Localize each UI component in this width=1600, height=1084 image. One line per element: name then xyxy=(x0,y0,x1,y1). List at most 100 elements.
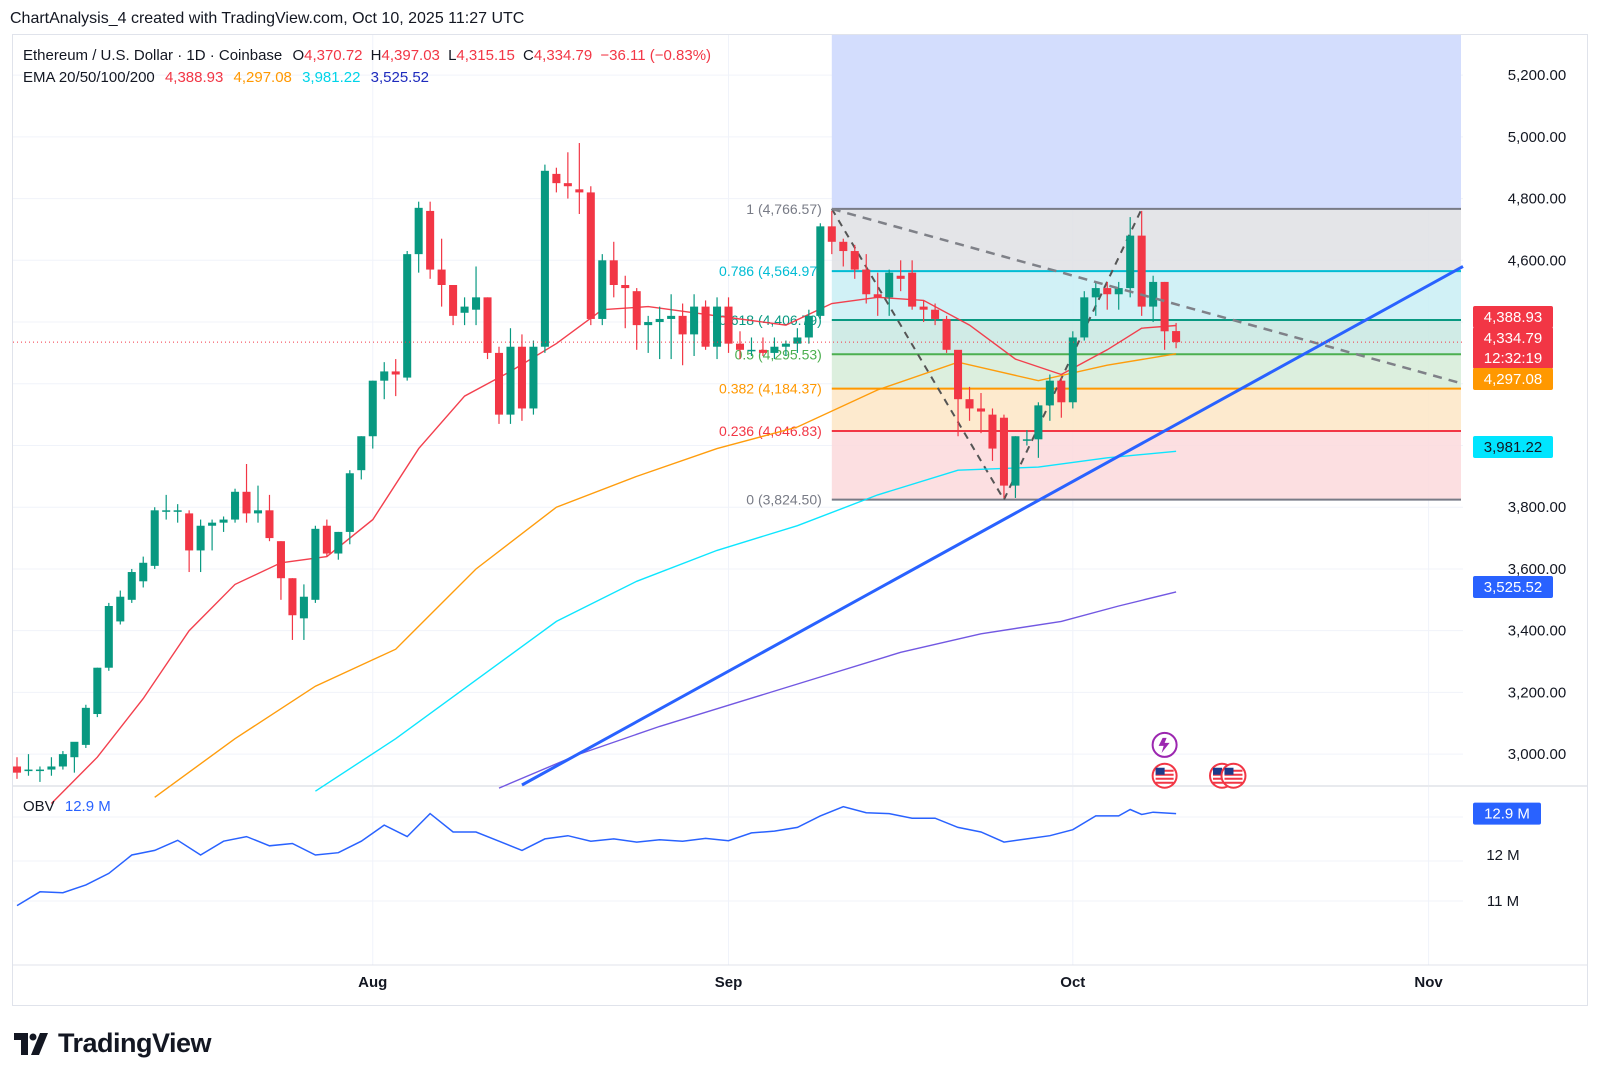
ema200-line xyxy=(498,591,1177,789)
candle-body xyxy=(1045,380,1054,406)
candle-body xyxy=(1126,235,1135,289)
candle-body xyxy=(380,371,389,381)
chart-credit: ChartAnalysis_4 created with TradingView… xyxy=(10,10,525,27)
obv-pane: 12 M 11 M 12.9 M xyxy=(16,802,1541,910)
candle-body xyxy=(35,769,44,772)
price-badge-label: 4,297.08 xyxy=(1484,371,1542,388)
candle-body xyxy=(827,226,836,242)
time-axis-label: Oct xyxy=(1060,974,1085,991)
tradingview-brand[interactable]: TradingView xyxy=(14,1028,212,1059)
candle-body xyxy=(1160,281,1169,332)
candle-body xyxy=(104,605,113,668)
price-tick-label: 3,200.00 xyxy=(1508,684,1566,701)
price-chart[interactable]: 1 (4,766.57) 0.786 (4,564.97) 0.618 (4,406… xyxy=(13,35,1587,1005)
candle-body xyxy=(954,349,963,400)
tradingview-logo-icon xyxy=(14,1032,48,1055)
open-value: 4,370.72 xyxy=(304,47,363,64)
candle-body xyxy=(586,192,595,319)
candle-body xyxy=(701,306,710,347)
candle-body xyxy=(885,272,894,298)
candle-body xyxy=(1080,297,1089,338)
candle-body xyxy=(139,562,148,582)
candle-body xyxy=(724,306,733,344)
candle-body xyxy=(403,254,412,378)
candle-body xyxy=(517,346,526,409)
resistance-downtrend-line xyxy=(831,207,1464,385)
price-badge-label: 4,388.93 xyxy=(1484,309,1542,326)
close-label: C xyxy=(522,47,534,64)
candle-body xyxy=(598,260,607,319)
event-markers xyxy=(1151,731,1247,789)
obv-badge-label: 12.9 M xyxy=(1484,806,1530,823)
candle-body xyxy=(70,741,79,758)
ema50-line xyxy=(154,353,1177,798)
candle-body xyxy=(299,596,308,619)
ema20-value: 4,388.93 xyxy=(164,69,224,86)
change-value: −36.11 (−0.83%) xyxy=(600,47,712,64)
obv-legend[interactable]: OBV 12.9 M xyxy=(23,798,111,815)
price-badge-label: 4,334.79 xyxy=(1484,330,1542,347)
fibonacci-retracement: 1 (4,766.57) 0.786 (4,564.97) 0.618 (4,406… xyxy=(719,35,1461,508)
price-tick-label: 5,200.00 xyxy=(1508,67,1566,84)
symbol-title[interactable]: Ethereum / U.S. Dollar · 1D · Coinbase xyxy=(23,47,283,64)
obv-label[interactable]: OBV xyxy=(23,798,55,815)
price-tick-label: 3,800.00 xyxy=(1508,499,1566,516)
candle-body xyxy=(311,528,320,600)
fib-level-label: 0.236 (4,046.83) xyxy=(719,423,822,439)
fib-level-label: 0.382 (4,184.37) xyxy=(719,381,822,397)
candle-body xyxy=(1137,235,1146,307)
candle-body xyxy=(713,306,722,347)
candle-body xyxy=(690,306,699,335)
candle-body xyxy=(483,297,492,353)
candle-body xyxy=(1068,337,1077,403)
candle-body xyxy=(747,349,756,352)
candle-body xyxy=(127,572,136,600)
candle-body xyxy=(460,306,469,313)
price-tick-label: 4,600.00 xyxy=(1508,252,1566,269)
candle-body xyxy=(150,510,159,566)
open-label: O xyxy=(292,47,305,64)
candle-body xyxy=(793,337,802,344)
close-value: 4,334.79 xyxy=(533,47,593,64)
candle-body xyxy=(816,226,825,316)
candle-body xyxy=(368,380,377,437)
chart-frame[interactable]: 1 (4,766.57) 0.786 (4,564.97) 0.618 (4,406… xyxy=(12,34,1588,1006)
candle-body xyxy=(506,346,515,415)
candle-body xyxy=(185,513,194,551)
candle-body xyxy=(1034,405,1043,440)
candle-body xyxy=(862,269,871,295)
high-value: 4,397.03 xyxy=(381,47,440,64)
candle-body xyxy=(357,436,366,471)
candle-body xyxy=(1172,331,1181,343)
price-tick-label: 3,600.00 xyxy=(1508,561,1566,578)
indicator-lines xyxy=(50,296,1177,804)
low-value: 4,315.15 xyxy=(456,47,515,64)
candle-body xyxy=(162,510,171,512)
flag-canton xyxy=(1224,767,1234,775)
symbol-legend[interactable]: Ethereum / U.S. Dollar · 1D · Coinbase O… xyxy=(23,47,711,64)
price-badge-bg xyxy=(1473,576,1553,598)
candle-body xyxy=(976,408,986,412)
ema-legend[interactable]: EMA 20/50/100/200 4,388.93 4,297.08 3,98… xyxy=(23,69,429,86)
candle-body xyxy=(908,272,917,307)
fib-zone xyxy=(831,208,1461,272)
candle-body xyxy=(540,170,549,347)
candle-body xyxy=(873,294,882,298)
candle-body xyxy=(644,322,653,326)
candle-body xyxy=(563,183,572,187)
support-trendline xyxy=(521,265,1464,787)
obv-badge-bg xyxy=(1473,802,1541,825)
price-badge: 4,334.79 12:32:19 xyxy=(1473,327,1553,369)
price-badge-bg xyxy=(1473,306,1553,328)
candle-body xyxy=(276,541,285,579)
ema-label[interactable]: EMA 20/50/100/200 xyxy=(23,69,155,86)
fib-level-label: 0 (3,824.50) xyxy=(746,492,822,508)
candle-body xyxy=(322,525,331,554)
candle-body xyxy=(288,578,297,616)
candle-body xyxy=(494,352,504,415)
candle-body xyxy=(414,207,423,255)
candle-body xyxy=(13,766,22,773)
candle-body xyxy=(988,414,997,449)
price-badge-bg xyxy=(1473,368,1553,390)
candle-body xyxy=(529,346,538,409)
